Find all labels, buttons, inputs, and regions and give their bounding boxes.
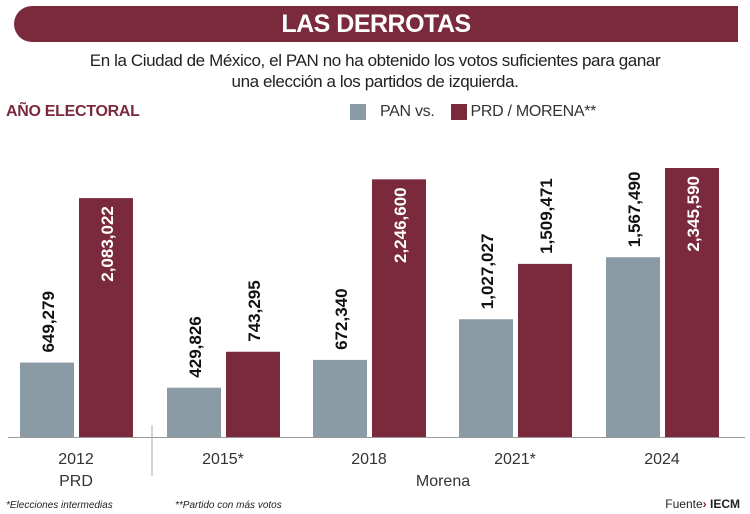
bar-prd-morena-2021	[518, 263, 572, 437]
bar-pan-2018	[313, 359, 367, 437]
title-banner: LAS DERROTAS	[14, 6, 738, 42]
data-label: 743,295	[245, 280, 264, 341]
data-label: 429,826	[186, 316, 205, 377]
legend-label-prd-morena: PRD / MORENA**	[470, 103, 597, 120]
subtitle: En la Ciudad de México, el PAN no ha obt…	[30, 50, 720, 92]
x-tick-label: 2024	[644, 451, 680, 468]
data-label: 649,279	[39, 291, 58, 352]
legend-swatch-prd-morena	[450, 104, 467, 120]
legend: PAN vs. PRD / MORENA**	[350, 103, 596, 121]
x-tick-label: 2012	[58, 451, 94, 468]
legend-swatch-pan	[350, 104, 366, 120]
group-label-prd: PRD	[59, 473, 93, 490]
data-label: 2,246,600	[391, 187, 410, 263]
x-tick-label: 2018	[351, 451, 387, 468]
data-label: 2,083,022	[98, 206, 117, 282]
data-label: 1,027,027	[478, 234, 497, 310]
subtitle-line-2: una elección a los partidos de izquierda…	[231, 72, 519, 91]
x-tick-label: 2015*	[202, 451, 244, 468]
bar-pan-2012	[20, 362, 74, 437]
source-arrow: ›	[702, 497, 707, 511]
subtitle-line-1: En la Ciudad de México, el PAN no ha obt…	[89, 51, 661, 70]
data-label: 672,340	[332, 288, 351, 349]
legend-label-pan: PAN vs.	[380, 103, 435, 120]
bar-pan-2024	[606, 257, 660, 437]
footnote-partido: **Partido con más votos	[175, 500, 282, 511]
bar-prd-morena-2018	[372, 179, 426, 438]
chart-title: LAS DERROTAS	[281, 10, 471, 38]
data-label: 1,509,471	[537, 178, 556, 254]
data-label: 1,567,490	[625, 172, 644, 248]
source-value: IECM	[710, 497, 740, 511]
footnote-intermedias: *Elecciones intermedias	[6, 500, 113, 511]
bar-pan-2021	[459, 319, 513, 437]
bar-prd-morena-2024	[665, 168, 719, 437]
x-tick-label: 2021*	[494, 451, 536, 468]
bar-pan-2015	[167, 387, 221, 437]
source: Fuente› IECM	[665, 497, 740, 511]
x-axis-title: AÑO ELECTORAL	[6, 103, 140, 120]
source-label: Fuente	[665, 497, 703, 511]
group-label-morena: Morena	[416, 473, 470, 490]
bar-prd-morena-2015	[226, 351, 280, 437]
data-label: 2,345,590	[684, 176, 703, 252]
bar-prd-morena-2012	[79, 198, 133, 437]
